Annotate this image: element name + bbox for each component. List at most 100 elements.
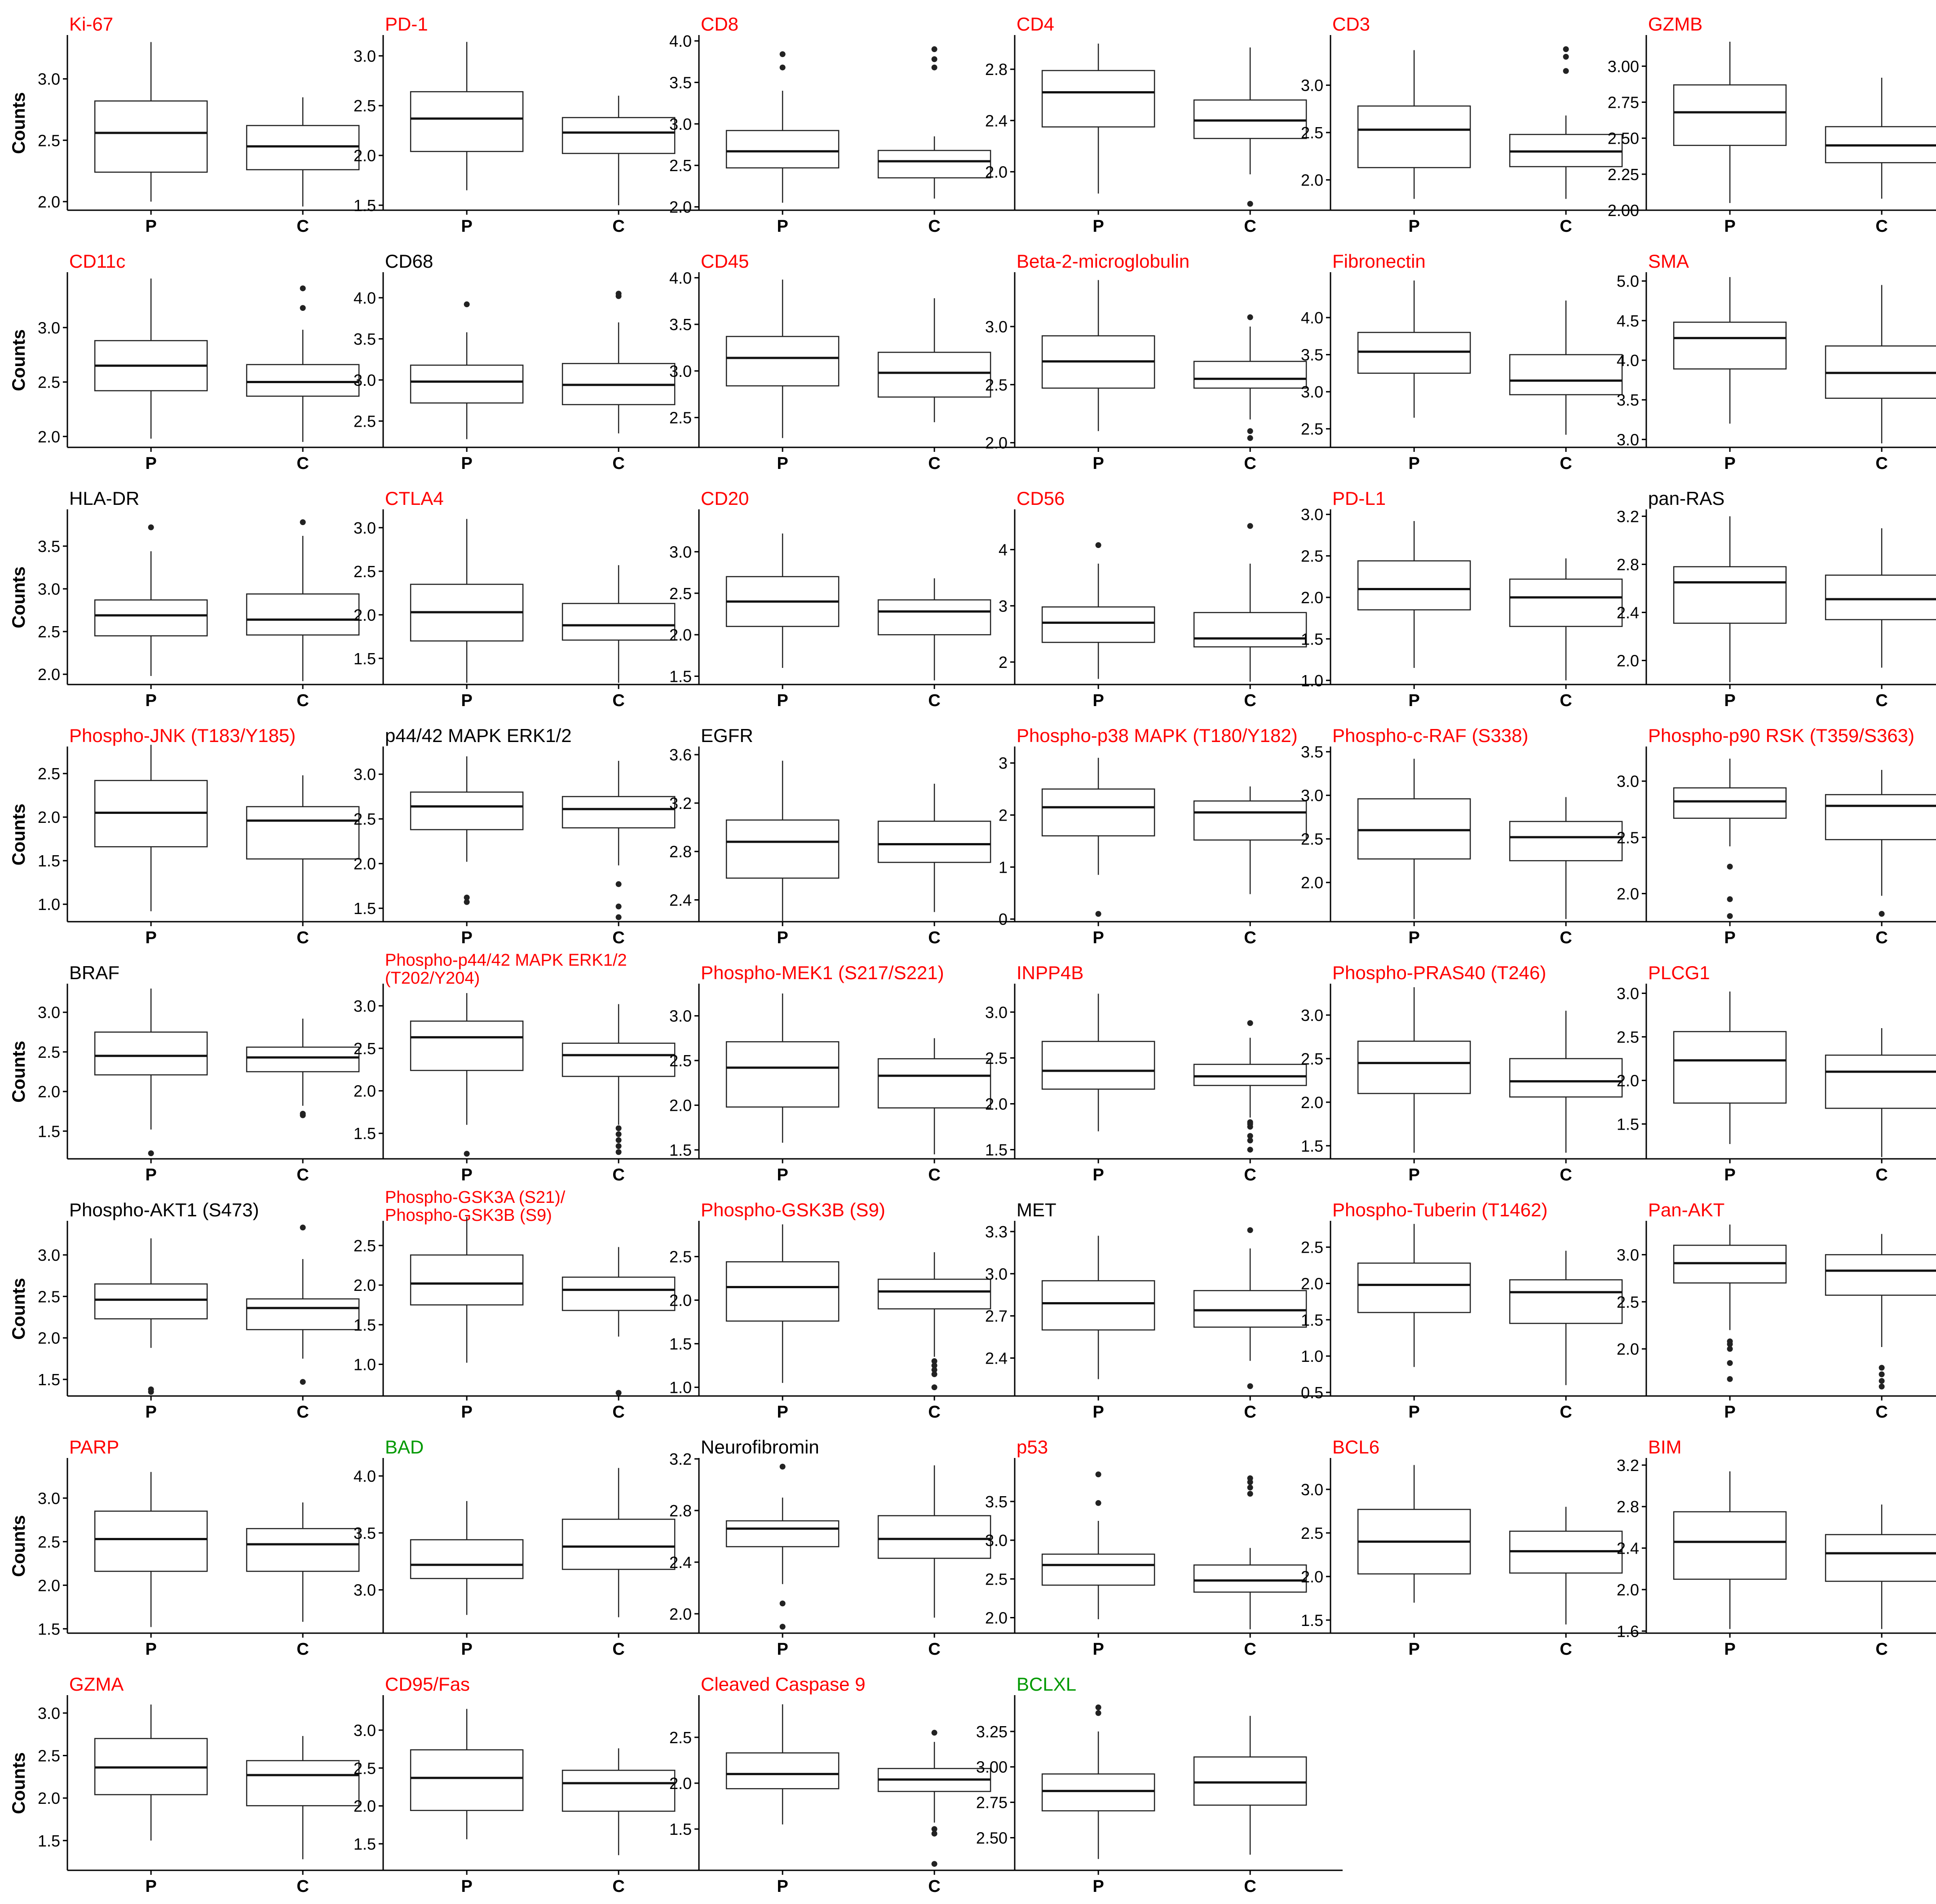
x-tick-label: P (1724, 217, 1735, 236)
x-tick-label: C (928, 454, 940, 473)
x-tick-label: P (461, 1166, 472, 1184)
outlier-point (464, 899, 470, 905)
x-tick-label: P (145, 454, 156, 473)
y-tick-label: 4 (999, 541, 1008, 559)
panel-title: Phospho-Tuberin (T1462) (1332, 1199, 1547, 1220)
panel-title: PLCG1 (1648, 962, 1710, 983)
box-P (410, 519, 524, 683)
box-P (725, 279, 840, 438)
outlier-point (1879, 1378, 1885, 1384)
y-tick-label: 2.0 (38, 808, 60, 826)
panel-title: Cleaved Caspase 9 (701, 1674, 866, 1695)
y-tick-label: 1 (999, 858, 1008, 876)
y-tick-label: 2.5 (669, 156, 692, 175)
box-P (410, 993, 524, 1157)
x-tick-label: C (1560, 1403, 1572, 1422)
x-tick-label: P (1408, 1640, 1419, 1659)
y-tick-label: 3.0 (1301, 1006, 1323, 1025)
y-tick-label: 1.0 (1301, 671, 1323, 690)
x-tick-label: P (1724, 691, 1735, 710)
panel-title: pan-RAS (1648, 488, 1724, 509)
x-tick-label: C (1560, 217, 1572, 236)
iqr-box (410, 791, 524, 831)
y-tick-label: 2.5 (38, 1287, 60, 1306)
box-C (561, 565, 676, 683)
y-tick-label: 2.5 (38, 764, 60, 783)
y-tick-label: 1.0 (669, 1378, 692, 1397)
boxplot-panel: Ki-67 Counts 2.0 2.5 3.0 P C (9, 13, 395, 236)
outlier-point (1095, 1710, 1101, 1716)
x-tick-label: P (1724, 928, 1735, 947)
boxplot-panel: PD-L1 1.0 1.5 2.0 2.5 3.0 P C (1301, 488, 1658, 710)
y-axis-label: Counts (9, 1278, 29, 1340)
outlier-point (615, 914, 622, 920)
x-tick-label: P (145, 217, 156, 236)
box-P (1041, 758, 1155, 917)
box-P (94, 278, 208, 439)
y-tick-label: 2.4 (985, 111, 1008, 130)
boxplot-panel: Phospho-GSK3A (S21)/Phospho-GSK3B (S9) 1.… (354, 1188, 711, 1422)
y-tick-label: 2.0 (669, 1774, 692, 1793)
x-tick-label: P (1092, 691, 1104, 710)
y-tick-label: 3.0 (1617, 984, 1639, 1003)
boxplot-panel: PD-1 1.5 2.0 2.5 3.0 P C (354, 13, 711, 236)
y-tick-label: 2.00 (1608, 201, 1639, 220)
y-tick-label: 3.0 (669, 543, 692, 561)
x-tick-label: P (777, 691, 788, 710)
y-tick-label: 3.0 (38, 1704, 60, 1723)
y-tick-label: 3.0 (354, 997, 376, 1015)
boxplot-panel: SMA 3.0 3.5 4.0 4.5 5.0 P C (1617, 251, 1936, 473)
x-tick-label: P (1408, 217, 1419, 236)
y-tick-label: 3.0 (354, 371, 376, 389)
boxplot-panel: Phospho-MEK1 (S217/S221) 1.5 2.0 2.5 3.0 P C (669, 962, 1027, 1184)
box-P (94, 1704, 208, 1841)
box-P (410, 1501, 524, 1615)
y-tick-label: 2.0 (985, 434, 1008, 452)
y-tick-label: 2.5 (354, 1237, 376, 1255)
y-tick-label: 2 (999, 806, 1008, 825)
y-tick-label: 3.0 (669, 1007, 692, 1025)
y-tick-label: 2.8 (985, 60, 1008, 79)
iqr-box (1509, 1279, 1623, 1324)
x-tick-label: C (1244, 217, 1256, 236)
box-C (1825, 1234, 1936, 1390)
box-C (1825, 770, 1936, 917)
panel-title: CD56 (1017, 488, 1065, 509)
iqr-box (94, 599, 208, 636)
iqr-box (1673, 1511, 1787, 1580)
iqr-box (1825, 574, 1936, 620)
outlier-point (464, 301, 470, 308)
outlier-point (1727, 863, 1733, 870)
iqr-box (246, 806, 360, 860)
y-tick-label: 2.0 (38, 193, 60, 211)
iqr-box (410, 1020, 524, 1071)
y-tick-label: 1.5 (38, 852, 60, 870)
outlier-point (931, 1861, 937, 1867)
boxplot-panel: p44/42 MAPK ERK1/2 1.5 2.0 2.5 3.0 P C (354, 725, 711, 947)
y-tick-label: 2.5 (1301, 1050, 1323, 1068)
box-P (1673, 759, 1787, 919)
y-tick-label: 2.0 (1301, 874, 1323, 892)
panel-title: Pan-AKT (1648, 1199, 1724, 1220)
boxplot-panel: Phospho-Tuberin (T1462) 0.5 1.0 1.5 2.0 2.5 P C (1301, 1199, 1658, 1422)
y-tick-label: 2.5 (354, 562, 376, 581)
y-tick-label: 3.2 (1617, 507, 1639, 526)
y-tick-label: 2.5 (1301, 1238, 1323, 1257)
y-tick-label: 2.5 (38, 131, 60, 150)
y-tick-label: 1.5 (38, 1370, 60, 1389)
outlier-point (615, 1137, 622, 1143)
panel-title: BRAF (69, 962, 119, 983)
iqr-box (410, 1539, 524, 1579)
y-tick-label: 3.25 (976, 1723, 1008, 1741)
boxplot-panel: CD45 2.5 3.0 3.5 4.0 P C (669, 251, 1027, 473)
iqr-box (94, 1031, 208, 1076)
x-tick-label: C (1244, 928, 1256, 947)
boxplot-panel: INPP4B 1.5 2.0 2.5 3.0 P C (985, 962, 1343, 1184)
iqr-box (1509, 354, 1623, 396)
box-C (246, 519, 360, 681)
iqr-box (1041, 1280, 1155, 1331)
outlier-point (1095, 1704, 1101, 1710)
x-tick-label: P (1408, 454, 1419, 473)
iqr-box (1509, 579, 1623, 627)
y-tick-label: 3.0 (985, 318, 1008, 336)
